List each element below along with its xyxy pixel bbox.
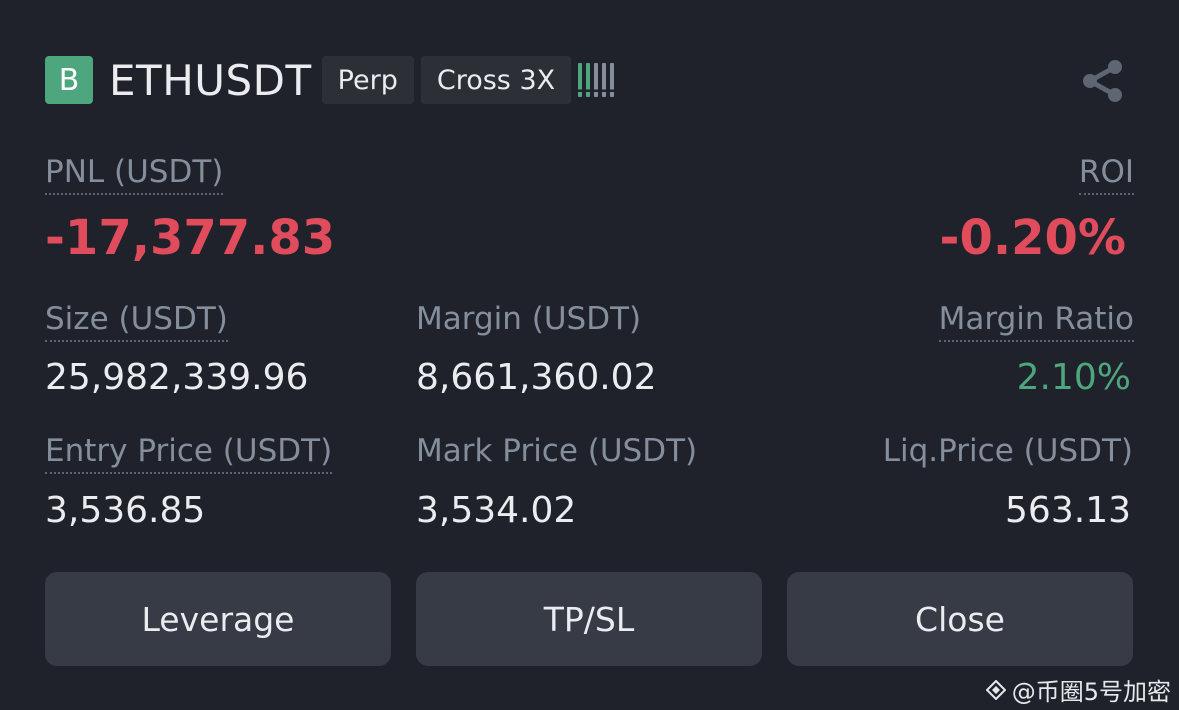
risk-bar xyxy=(578,63,583,97)
contract-type-tag: Perp xyxy=(321,56,414,104)
symbol-title[interactable]: ETHUSDT xyxy=(109,55,312,105)
pnl-value: -17,377.83 xyxy=(45,210,336,266)
mark-price-label: Mark Price (USDT) xyxy=(416,433,698,469)
size-value: 25,982,339.96 xyxy=(45,357,309,398)
roi-value: -0.20% xyxy=(939,210,1126,266)
size-label[interactable]: Size (USDT) xyxy=(45,301,228,342)
margin-value: 8,661,360.02 xyxy=(416,357,657,398)
pnl-label[interactable]: PNL (USDT) xyxy=(45,154,224,195)
mark-price-value: 3,534.02 xyxy=(416,490,577,531)
side-badge: B xyxy=(45,56,93,104)
liq-price-label: Liq.Price (USDT) xyxy=(882,433,1133,469)
leverage-button[interactable]: Leverage xyxy=(45,572,391,666)
margin-ratio-value: 2.10% xyxy=(1016,357,1131,398)
share-icon[interactable] xyxy=(1080,58,1126,104)
risk-bar xyxy=(602,63,607,97)
risk-level-icon xyxy=(578,61,615,99)
risk-bar xyxy=(594,63,599,97)
position-header: B ETHUSDT Perp Cross 3X xyxy=(45,55,615,105)
roi-label[interactable]: ROI xyxy=(1078,154,1134,195)
watermark-text: @币圈5号加密 xyxy=(1011,678,1171,706)
margin-mode-tag[interactable]: Cross 3X xyxy=(420,56,572,104)
liq-price-value: 563.13 xyxy=(1005,490,1131,531)
risk-bar xyxy=(586,63,591,97)
risk-bar xyxy=(610,63,615,97)
tpsl-button[interactable]: TP/SL xyxy=(416,572,762,666)
margin-label: Margin (USDT) xyxy=(416,301,642,337)
watermark: @币圈5号加密 xyxy=(985,672,1171,707)
close-button[interactable]: Close xyxy=(787,572,1133,666)
margin-ratio-label[interactable]: Margin Ratio xyxy=(938,301,1134,342)
entry-price-label[interactable]: Entry Price (USDT) xyxy=(45,433,333,474)
diamond-logo-icon xyxy=(985,679,1006,700)
entry-price-value: 3,536.85 xyxy=(45,490,206,531)
